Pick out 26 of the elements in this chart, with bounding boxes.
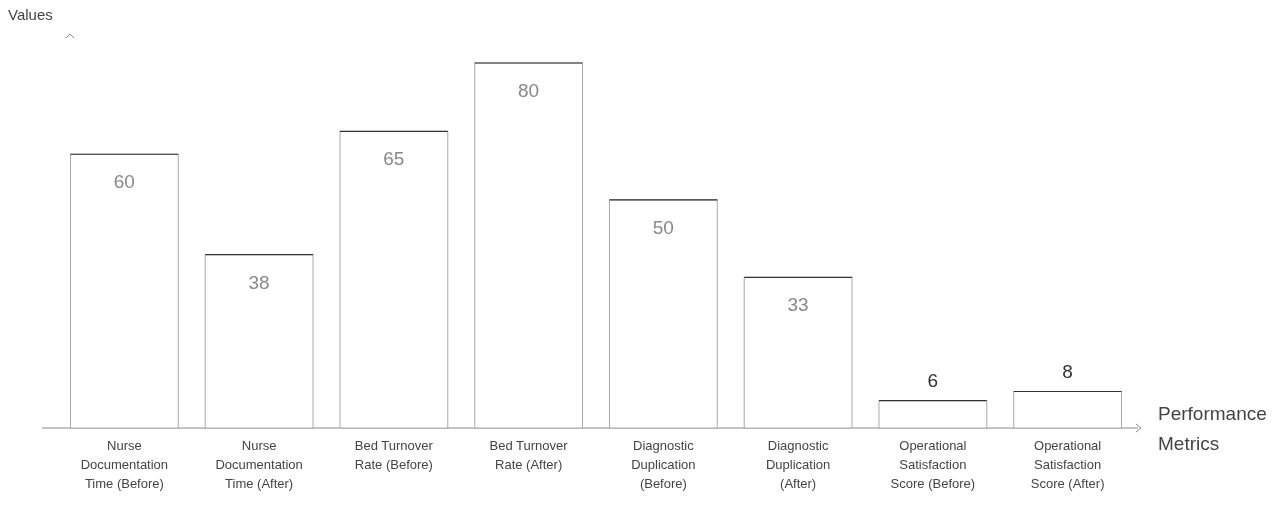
bar bbox=[743, 276, 853, 429]
x-axis-title: Performance Metrics bbox=[1158, 403, 1267, 454]
bar bbox=[1013, 391, 1123, 429]
bar bbox=[608, 199, 718, 429]
data-label: 33 bbox=[787, 294, 809, 316]
bar bbox=[339, 130, 449, 429]
x-tick-label: Bed Turnover Rate (After) bbox=[489, 438, 569, 472]
bar bbox=[474, 62, 584, 429]
data-label: 8 bbox=[1062, 360, 1073, 382]
data-label: 65 bbox=[383, 148, 405, 170]
x-tick-label: Diagnostic Duplication (Before) bbox=[631, 438, 696, 491]
data-label: 60 bbox=[113, 171, 135, 193]
bar bbox=[204, 254, 314, 429]
data-label: 38 bbox=[248, 271, 270, 293]
x-tick-label: Nurse Documentation Time (Before) bbox=[80, 438, 169, 491]
bar bbox=[878, 400, 988, 429]
data-label: 80 bbox=[518, 80, 540, 101]
x-tick-label: Operational Satisfaction Score (After) bbox=[1030, 438, 1105, 491]
x-tick-label: Nurse Documentation Time (After) bbox=[215, 438, 303, 491]
data-label: 6 bbox=[927, 369, 939, 391]
x-tick-label: Operational Satisfaction Score (Before) bbox=[890, 438, 976, 491]
x-tick-label: Diagnostic Duplication (After) bbox=[765, 438, 831, 491]
data-label: 50 bbox=[652, 216, 674, 238]
bar bbox=[69, 153, 179, 429]
x-tick-label: Bed Turnover Rate (Before) bbox=[354, 438, 434, 472]
y-axis-title: Values bbox=[8, 6, 53, 23]
